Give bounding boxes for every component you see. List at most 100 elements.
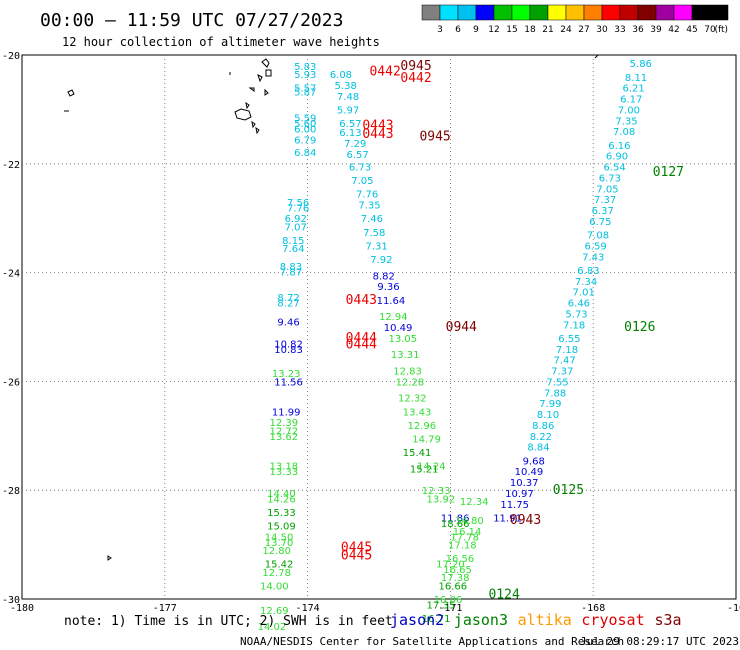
wave-height-value: 6.54 — [603, 163, 625, 174]
wave-height-value: 7.18 — [563, 320, 585, 331]
island-shape — [107, 555, 112, 561]
wave-height-value: 7.35 — [615, 116, 637, 127]
colorbar-swatch — [547, 4, 567, 21]
wave-height-value: 12.94 — [379, 312, 408, 323]
wave-height-value: 10.37 — [510, 478, 539, 489]
wave-height-value: 15.41 — [403, 448, 432, 459]
wave-height-value: 6.55 — [558, 334, 580, 345]
wave-height-value: 7.35 — [358, 201, 380, 212]
wave-height-value: 7.08 — [587, 231, 609, 242]
wave-height-value: 5.57 — [294, 84, 316, 95]
wave-height-value: 13.05 — [388, 334, 417, 345]
wave-height-value: 14.00 — [260, 581, 289, 592]
wave-height-value: 6.08 — [330, 70, 352, 81]
wave-height-value: 7.01 — [573, 288, 595, 299]
pass-time-label: 0944 — [446, 320, 477, 335]
y-tick-label: -30 — [2, 595, 20, 606]
wave-height-value: 6.00 — [294, 124, 316, 135]
island-shape — [67, 89, 75, 97]
island-shape — [261, 58, 270, 68]
wave-height-value: 14.26 — [267, 494, 296, 505]
wave-height-value: 7.48 — [337, 92, 359, 103]
wave-height-value: 6.59 — [584, 241, 606, 252]
colorbar-swatch — [691, 4, 711, 21]
wave-height-value: 5.60 — [294, 119, 316, 130]
x-tick-label: -174 — [296, 603, 320, 614]
wave-height-value: 7.76 — [356, 190, 378, 201]
wave-height-value: 7.34 — [575, 277, 597, 288]
colorbar-unit: (ft) — [714, 25, 728, 35]
island-shape — [264, 88, 269, 96]
wave-height-value: 12.96 — [408, 421, 437, 432]
wave-height-value: 7.88 — [544, 388, 566, 399]
wave-height-value: 6.73 — [349, 163, 371, 174]
x-tick-label: -177 — [153, 603, 177, 614]
colorbar-swatch — [511, 4, 531, 21]
wave-height-value: 12.80 — [262, 546, 291, 557]
wave-height-value: 7.37 — [594, 195, 616, 206]
wave-height-value: 14.80 — [455, 516, 484, 527]
colorbar-swatch — [439, 4, 459, 21]
colorbar-swatch — [655, 4, 675, 21]
wave-height-value: 17.35 — [427, 600, 456, 611]
wave-height-value: 13.31 — [391, 350, 420, 361]
wave-height-value: 12.78 — [262, 568, 291, 579]
colorbar-swatch — [457, 4, 477, 21]
wave-height-value: 5.59 — [294, 114, 316, 125]
wave-height-value: 7.29 — [344, 139, 366, 150]
wave-height-value: 11.56 — [274, 377, 303, 388]
wave-height-value: 17.78 — [450, 532, 479, 543]
pass-time-label: 0443 — [346, 293, 377, 308]
colorbar-label: 33 — [614, 25, 625, 35]
colorbar-label: 21 — [542, 25, 553, 35]
colorbar-swatch — [601, 4, 621, 21]
wave-height-value: 8.83 — [280, 262, 302, 273]
pass-time-label: 0445 — [341, 540, 372, 555]
colorbar-swatch — [493, 4, 513, 21]
wave-height-value: 8.72 — [277, 293, 299, 304]
wave-height-value: 5.87 — [294, 87, 316, 98]
colorbar-label: 18 — [524, 25, 536, 35]
colorbar-legend: 3 6 9 12 15 18 21 24 27 30 33 36 39 42 45 70(ft) — [421, 4, 729, 35]
y-tick-label: -20 — [2, 51, 20, 62]
colorbar-label: 70 — [704, 25, 716, 35]
colorbar-swatch — [673, 4, 693, 21]
island-shape — [234, 108, 252, 121]
wave-height-value: 13.23 — [272, 369, 301, 380]
pass-time-label: 0442 — [369, 64, 400, 79]
wave-height-value: 6.92 — [285, 214, 307, 225]
wave-height-value: 5.73 — [565, 309, 587, 320]
wave-height-value: 6.75 — [589, 217, 611, 228]
y-tick-label: -22 — [2, 160, 20, 171]
wave-height-value: 7.31 — [365, 241, 387, 252]
wave-height-value: 13.62 — [269, 432, 298, 443]
wave-height-value: 13.33 — [269, 467, 298, 478]
pass-time-label: 0943 — [510, 513, 541, 528]
colorbar-label: 30 — [596, 25, 608, 35]
colorbar-label: 15 — [506, 25, 517, 35]
wave-height-value: 11.99 — [272, 407, 301, 418]
wave-height-value: 10.82 — [274, 339, 303, 350]
colorbar-label: 36 — [632, 25, 644, 35]
colorbar-label: 39 — [650, 25, 662, 35]
wave-height-value: 7.58 — [363, 228, 385, 239]
colorbar-label: 9 — [473, 25, 479, 35]
colorbar-label: 6 — [455, 25, 461, 35]
wave-height-value: 13.92 — [427, 494, 456, 505]
colorbar-label: 45 — [686, 25, 697, 35]
wave-height-value: 15.33 — [267, 508, 296, 519]
mission-jason3: jason3 — [454, 611, 508, 629]
wave-height-value: 9.46 — [277, 318, 299, 329]
mission-jason2: jason2 — [390, 611, 444, 629]
wave-height-value: 12.39 — [269, 418, 298, 429]
wave-height-value: 13.70 — [265, 538, 294, 549]
mission-legend: jason2 jason3 altika cryosat s3a — [390, 611, 682, 629]
wave-height-value: 12.33 — [422, 486, 451, 497]
mission-s3a: s3a — [655, 611, 682, 629]
wave-height-value: 16.65 — [443, 565, 472, 576]
island-shape — [594, 54, 599, 59]
footer-credit: NOAA/NESDIS Center for Satellite Applica… — [240, 635, 624, 648]
island-shape — [251, 120, 256, 129]
colorbar-label: 24 — [560, 25, 572, 35]
